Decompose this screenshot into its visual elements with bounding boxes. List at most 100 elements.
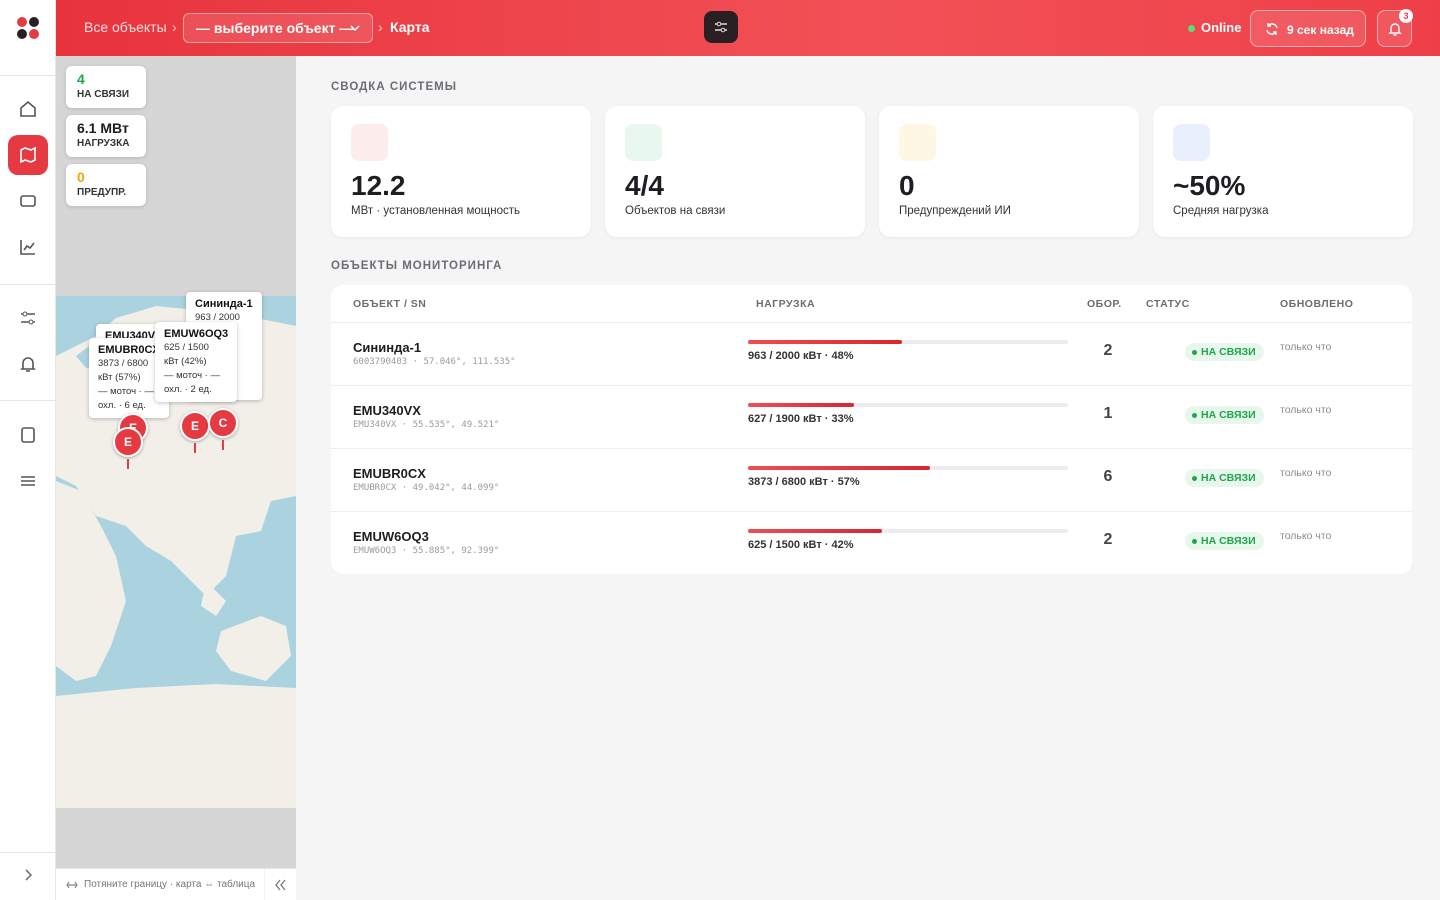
object-name: EMUBR0CX (353, 466, 426, 481)
nav-settings[interactable] (8, 461, 48, 501)
nav-controls[interactable] (8, 298, 48, 338)
stat-value: 0 (77, 169, 85, 185)
nav-analytics[interactable] (8, 227, 48, 267)
card-value: 0 (899, 170, 915, 201)
logo (17, 17, 39, 39)
table-row[interactable]: EMUBR0CX EMUBR0CX · 49.042°, 44.099° 3873 … (331, 448, 1412, 511)
popup-title: EMUBR0CX (98, 344, 160, 356)
object-name: EMUW6OQ3 (353, 529, 429, 544)
object-sub: EMUW6OQ3 · 55.885°, 92.399° (353, 546, 500, 556)
card-label: Объектов на связи (625, 205, 726, 217)
stat-label: НАГРУЗКА (77, 138, 130, 149)
map-marker[interactable]: E (113, 427, 143, 469)
card-icon (899, 124, 936, 161)
load-track (748, 340, 1068, 344)
equipment-count: 2 (1103, 531, 1113, 548)
nav-alerts[interactable] (8, 344, 48, 384)
column-header: ОБОР. (1087, 298, 1122, 310)
status-badge: НА СВЯЗИ (1185, 532, 1264, 550)
summary-card: 4/4 Объектов на связи (605, 106, 865, 237)
breadcrumb-sep: › (172, 19, 177, 35)
load-track (748, 466, 1068, 470)
load-bar (748, 529, 883, 533)
filter-button[interactable] (704, 11, 738, 43)
summary-card: ~50% Средняя нагрузка (1153, 106, 1413, 237)
stat-value: 4 (77, 71, 85, 87)
status-badge: НА СВЯЗИ (1185, 406, 1264, 424)
popup-line: кВт (57%) (98, 372, 141, 383)
column-header: НАГРУЗКА (756, 298, 816, 310)
header: Все объекты › — выберите объект — › Карт… (56, 0, 1440, 56)
status-badge: НА СВЯЗИ (1185, 469, 1264, 487)
stat-label: ПРЕДУПР. (77, 187, 127, 198)
column-header: СТАТУС (1146, 298, 1190, 310)
stat-value: 6.1 МВт (77, 120, 129, 136)
column-header: ОБНОВЛЕНО (1280, 298, 1354, 310)
load-label: 3873 / 6800 кВт · 57% (748, 476, 860, 488)
select-text: — выберите объект — (196, 20, 354, 36)
online-status: Online (1201, 20, 1242, 35)
card-label: Предупреждений ИИ (899, 205, 1011, 217)
updated: только что (1280, 467, 1332, 479)
card-value: 4/4 (625, 170, 664, 201)
summary-card: 0 Предупреждений ИИ (879, 106, 1139, 237)
popup-line: — моточ · — (98, 386, 154, 397)
nav-home[interactable] (8, 89, 48, 129)
object-sub: EMUBR0CX · 49.042°, 44.099° (353, 483, 500, 493)
object-name: Сининда-1 (353, 340, 422, 355)
load-track (748, 529, 1068, 533)
summary-card: 12.2 МВт · установленная мощность (331, 106, 591, 237)
map-footer: Потяните границу · карта ⇔ таблица (56, 868, 296, 900)
object-name: EMU340VX (353, 403, 421, 418)
nav-map[interactable] (8, 135, 48, 175)
nav-devices[interactable] (8, 181, 48, 221)
load-bar (748, 466, 931, 470)
map-marker[interactable]: E (180, 411, 210, 453)
sidebar-expand[interactable] (8, 855, 48, 895)
popup-title: Сининда-1 (195, 298, 253, 310)
card-icon (351, 124, 388, 161)
breadcrumb-sep: › (378, 19, 383, 35)
column-header: ОБЪЕКТ / SN (353, 298, 427, 310)
load-label: 627 / 1900 кВт · 33% (748, 413, 854, 425)
map-stat: 0 ПРЕДУПР. (66, 164, 146, 206)
load-label: 625 / 1500 кВт · 42% (748, 539, 854, 551)
monitoring-table: ОБЪЕКТ / SN НАГРУЗКА ОБОР. СТАТУС ОБНОВЛЕНО С… (331, 285, 1412, 574)
status-badge: НА СВЯЗИ (1185, 343, 1264, 361)
table-row[interactable]: EMU340VX EMU340VX · 55.535°, 49.521° 627 /… (331, 385, 1412, 448)
breadcrumb-current: Карта (390, 19, 430, 35)
stat-label: НА СВЯЗИ (77, 89, 130, 100)
popup-line: 3873 / 6800 (98, 358, 149, 369)
load-track (748, 403, 1068, 407)
equipment-count: 6 (1103, 468, 1113, 485)
popup-line: охл. · 6 ед. (98, 400, 146, 411)
popup-line: кВт (42%) (164, 356, 207, 367)
popup-line: 963 / 2000 (195, 312, 240, 323)
popup-line: охл. · 2 ед. (164, 384, 212, 395)
card-value: ~50% (1173, 170, 1246, 201)
popup-line: — моточ · — (164, 370, 220, 381)
table-row[interactable]: EMUW6OQ3 EMUW6OQ3 · 55.885°, 92.399° 625 /… (331, 511, 1412, 574)
load-label: 963 / 2000 кВт · 48% (748, 350, 854, 362)
object-select[interactable]: — выберите объект — (183, 13, 373, 43)
footer-hint: Потяните границу · карта ⇔ таблица (84, 879, 256, 890)
map-popup[interactable]: EMUW6OQ3 625 / 1500 кВт (42%) — моточ · — ох… (155, 322, 237, 402)
nav-docs[interactable] (8, 415, 48, 455)
card-label: Средняя нагрузка (1173, 205, 1269, 217)
notification-count: 3 (1399, 9, 1413, 23)
map-marker[interactable]: C (208, 408, 238, 450)
section-title: СВОДКА СИСТЕМЫ (331, 81, 457, 93)
object-sub: EMU340VX · 55.535°, 49.521° (353, 420, 500, 430)
sidebar (0, 0, 56, 900)
card-value: 12.2 (351, 170, 406, 201)
breadcrumb-root[interactable]: Все объекты (84, 19, 167, 35)
equipment-count: 2 (1103, 342, 1113, 359)
updated: только что (1280, 341, 1332, 353)
popup-line: 625 / 1500 (164, 342, 209, 353)
table-row[interactable]: Сининда-1 6003790403 · 57.046°, 111.535° 9… (331, 322, 1412, 385)
refresh-button[interactable]: 9 сек назад (1250, 10, 1366, 47)
refresh-text: 9 сек назад (1287, 23, 1354, 37)
object-sub: 6003790403 · 57.046°, 111.535° (353, 357, 516, 367)
